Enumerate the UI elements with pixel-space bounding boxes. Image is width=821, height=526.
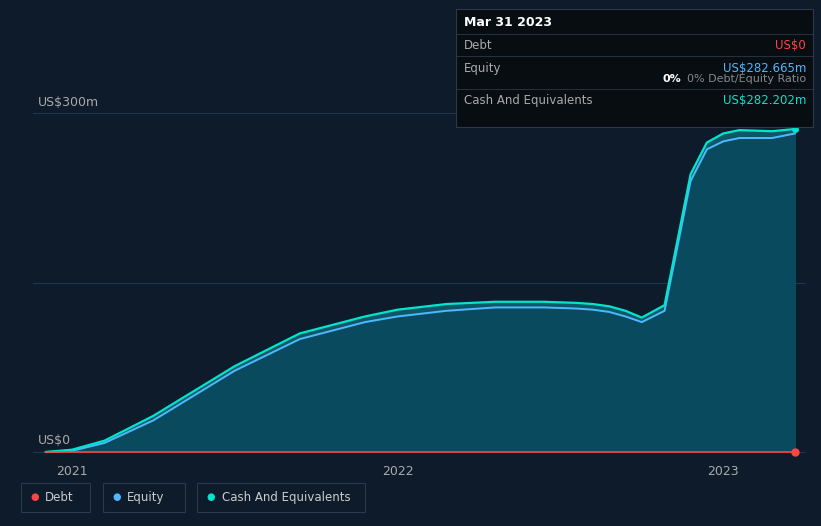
Text: Debt: Debt bbox=[464, 39, 493, 52]
Text: US$282.665m: US$282.665m bbox=[722, 62, 806, 75]
Text: US$282.202m: US$282.202m bbox=[722, 94, 806, 107]
Text: ●: ● bbox=[112, 492, 121, 502]
Text: 0% Debt/Equity Ratio: 0% Debt/Equity Ratio bbox=[687, 74, 806, 84]
Text: US$300m: US$300m bbox=[38, 96, 99, 109]
Text: Cash And Equivalents: Cash And Equivalents bbox=[222, 491, 351, 503]
Text: 0%: 0% bbox=[663, 74, 681, 84]
Text: Debt: Debt bbox=[45, 491, 74, 503]
Text: US$0: US$0 bbox=[776, 39, 806, 52]
Text: Equity: Equity bbox=[127, 491, 165, 503]
Text: ●: ● bbox=[207, 492, 215, 502]
Text: Mar 31 2023: Mar 31 2023 bbox=[464, 16, 552, 29]
Text: Equity: Equity bbox=[464, 62, 502, 75]
Text: US$0: US$0 bbox=[38, 434, 71, 448]
Text: Cash And Equivalents: Cash And Equivalents bbox=[464, 94, 593, 107]
Text: ●: ● bbox=[30, 492, 39, 502]
